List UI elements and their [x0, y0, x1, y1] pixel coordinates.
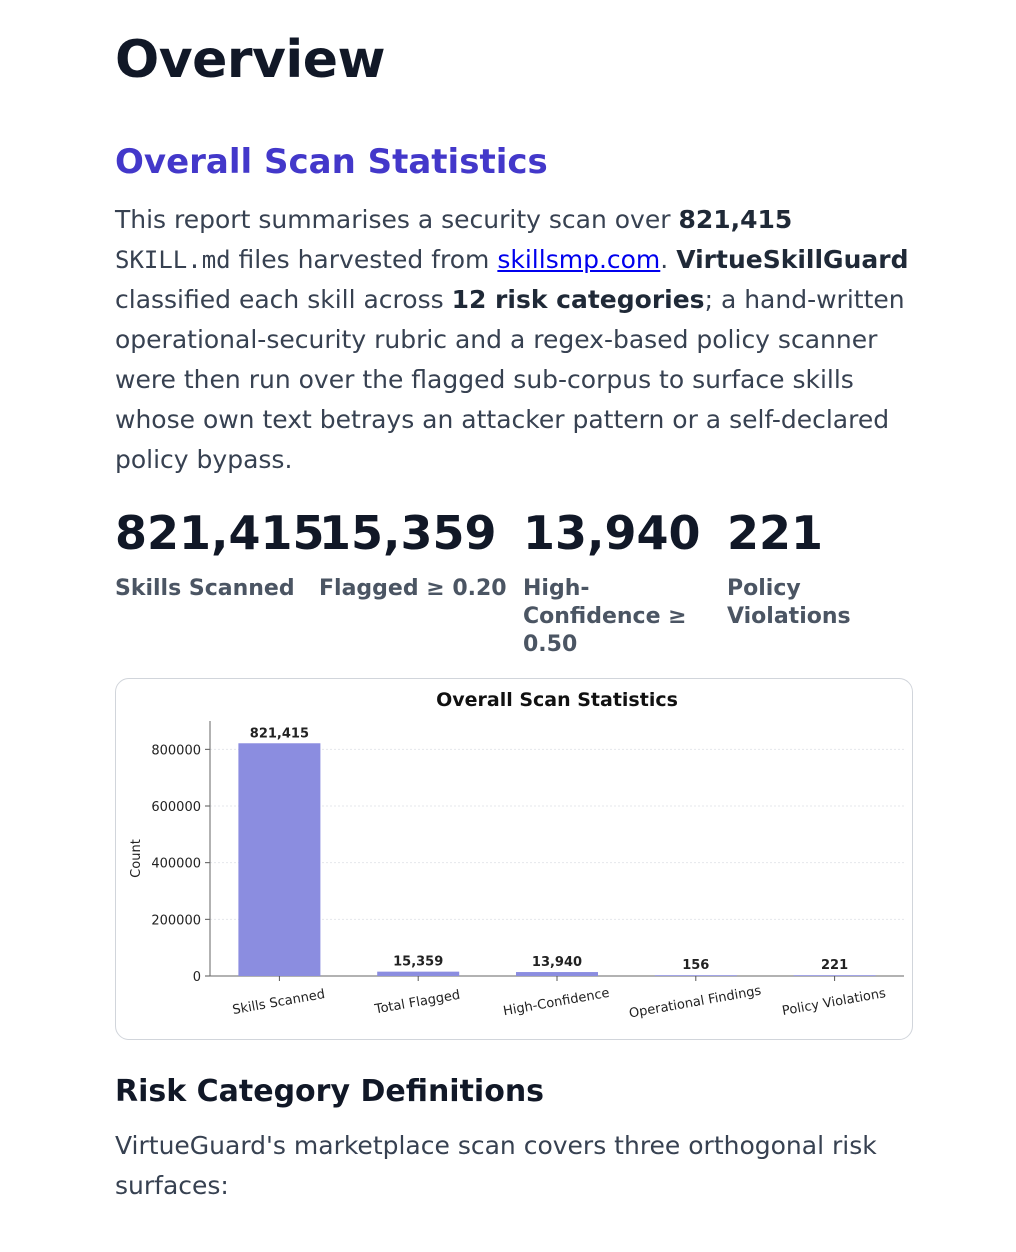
stat-flagged: 15,359 Flagged ≥ 0.20	[319, 505, 509, 603]
stat-value: 13,940	[523, 506, 701, 560]
x-tick-label: High-Confidence	[502, 986, 611, 1019]
bar	[377, 971, 460, 976]
stat-label: Policy Violations	[727, 576, 851, 629]
stat-value: 821,415	[115, 506, 325, 560]
intro-category-count: 12 risk categories	[451, 285, 705, 314]
data-label: 221	[821, 958, 848, 973]
intro-paragraph: This report summarises a security scan o…	[115, 200, 915, 480]
bar	[516, 972, 598, 976]
intro-skill-count: 821,415	[678, 205, 793, 234]
y-tick-label: 600000	[151, 800, 201, 815]
risk-definitions-paragraph: VirtueGuard's marketplace scan covers th…	[115, 1131, 877, 1200]
risk-definitions-title: Risk Category Definitions	[115, 1074, 545, 1109]
bar	[654, 975, 737, 976]
section-title: Overall Scan Statistics	[115, 142, 548, 182]
stat-label: Flagged ≥ 0.20	[319, 576, 507, 601]
y-tick-label: 400000	[151, 857, 201, 872]
y-tick-label: 200000	[151, 913, 201, 928]
y-tick-label: 800000	[151, 743, 201, 758]
data-label: 821,415	[250, 726, 309, 741]
chart-title: Overall Scan Statistics	[436, 689, 678, 711]
x-tick-label: Policy Violations	[781, 986, 887, 1019]
x-tick-label: Operational Findings	[628, 984, 763, 1022]
intro-text-4: classified each skill across	[115, 285, 452, 314]
source-link[interactable]: skillsmp.com	[497, 245, 661, 274]
data-label: 13,940	[532, 955, 582, 970]
x-tick-label: Total Flagged	[373, 988, 462, 1018]
bar	[238, 743, 321, 976]
intro-tool-name: VirtueSkillGuard	[676, 245, 909, 274]
stat-value: 221	[727, 506, 824, 560]
intro-text-1: This report summarises a security scan o…	[115, 205, 679, 234]
stat-skills-scanned: 821,415 Skills Scanned	[115, 505, 325, 603]
page-title: Overview	[115, 30, 386, 90]
y-axis-label: Count	[129, 839, 144, 878]
stat-value: 15,359	[319, 506, 497, 560]
bar-chart-svg: 0 200000 400000 600000 800000 821,415 Skills S…	[129, 689, 904, 1022]
intro-filename: SKILL.md	[115, 246, 231, 274]
y-tick-label: 0	[193, 970, 201, 985]
scan-statistics-chart: 0 200000 400000 600000 800000 821,415 Skills S…	[115, 678, 913, 1040]
stat-label: High-Confidence ≥ 0.50	[523, 576, 687, 657]
intro-text-5: ; a hand-written operational-security ru…	[115, 285, 905, 474]
intro-text-2: files harvested from	[230, 245, 498, 274]
data-label: 15,359	[393, 955, 443, 970]
intro-text-3: .	[660, 245, 677, 274]
stat-label: Skills Scanned	[115, 576, 295, 601]
stat-policy-violations: 221 Policy Violations	[727, 505, 917, 631]
bar	[793, 975, 876, 976]
data-label: 156	[682, 958, 709, 973]
x-tick-label: Skills Scanned	[231, 987, 326, 1018]
stat-high-confidence: 13,940 High-Confidence ≥ 0.50	[523, 505, 701, 659]
